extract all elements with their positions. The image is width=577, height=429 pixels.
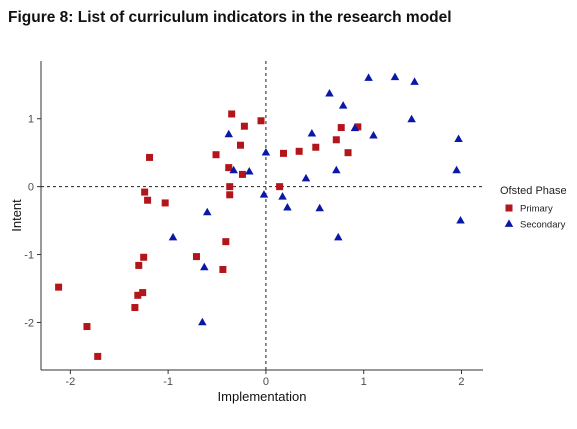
- primary-point: [238, 170, 246, 178]
- secondary-legend-label: Secondary: [520, 220, 566, 231]
- primary-point: [55, 283, 63, 291]
- secondary-point: [364, 73, 373, 81]
- secondary-point: [350, 123, 360, 132]
- secondary-point: [332, 165, 341, 174]
- secondary-point: [245, 167, 254, 175]
- primary-point: [140, 253, 148, 261]
- plot-frame: -2 -1 0 1 2 -2 -1 0 1 Implementation Intent: [9, 61, 483, 404]
- secondary-point: [202, 207, 212, 216]
- secondary-point: [198, 317, 207, 326]
- x-tick-label: -2: [65, 376, 75, 388]
- primary-point: [131, 304, 139, 312]
- primary-point: [354, 123, 362, 131]
- primary-point: [276, 183, 284, 191]
- primary-point: [192, 253, 200, 261]
- y-tick-label: 1: [28, 114, 34, 126]
- secondary-point: [334, 232, 343, 241]
- y-tick-label: -2: [24, 317, 34, 329]
- primary-point: [344, 149, 352, 157]
- primary-point: [228, 110, 236, 118]
- primary-point: [83, 323, 91, 331]
- secondary-point: [259, 190, 269, 198]
- legend: Ofsted Phase Primary Secondary: [500, 185, 567, 231]
- x-tick-label: 0: [263, 376, 269, 388]
- primary-point: [332, 136, 340, 144]
- primary-point: [226, 183, 234, 191]
- primary-point: [135, 261, 143, 269]
- secondary-point: [338, 101, 348, 109]
- primary-point: [212, 151, 220, 159]
- secondary-point: [261, 148, 271, 156]
- data-points: [55, 72, 465, 360]
- primary-point: [225, 164, 233, 172]
- secondary-point: [283, 203, 292, 211]
- y-tick-label: -1: [24, 250, 34, 262]
- y-tick-label: 0: [28, 182, 34, 194]
- primary-point: [139, 289, 147, 297]
- x-tick-label: 2: [458, 376, 464, 388]
- secondary-point: [407, 114, 416, 123]
- primary-point: [295, 147, 303, 155]
- primary-point: [219, 265, 227, 273]
- x-tick-label: 1: [361, 376, 367, 388]
- secondary-legend-marker: [504, 219, 514, 227]
- primary-point: [280, 149, 288, 157]
- y-axis-title: Intent: [9, 199, 24, 232]
- primary-point: [141, 188, 149, 196]
- primary-point: [240, 122, 248, 130]
- legend-title: Ofsted Phase: [500, 185, 567, 197]
- secondary-point: [229, 165, 238, 174]
- secondary-point: [369, 131, 378, 139]
- secondary-point: [224, 129, 234, 138]
- secondary-point: [410, 77, 419, 85]
- primary-point: [146, 153, 154, 161]
- secondary-point: [452, 165, 461, 174]
- primary-legend-marker: [505, 204, 513, 212]
- primary-point: [226, 191, 234, 199]
- secondary-point: [168, 232, 178, 241]
- primary-point: [337, 124, 345, 132]
- primary-point: [222, 238, 230, 246]
- secondary-point: [456, 215, 465, 224]
- secondary-point: [278, 192, 287, 200]
- secondary-point: [307, 129, 317, 137]
- secondary-point: [325, 88, 334, 97]
- x-tick-label: -1: [163, 376, 173, 388]
- primary-point: [94, 352, 102, 360]
- primary-point: [236, 141, 244, 149]
- secondary-point: [315, 203, 324, 212]
- primary-point: [144, 196, 152, 204]
- secondary-point: [200, 262, 209, 271]
- secondary-point: [390, 72, 400, 81]
- x-axis-title: Implementation: [218, 389, 307, 404]
- figure-title: Figure 8: List of curriculum indicators …: [8, 9, 452, 26]
- primary-legend-label: Primary: [520, 204, 553, 215]
- secondary-point: [454, 134, 463, 142]
- secondary-point: [301, 173, 311, 182]
- primary-point: [134, 291, 142, 299]
- primary-point: [257, 117, 265, 125]
- primary-point: [161, 199, 169, 207]
- primary-point: [312, 143, 320, 151]
